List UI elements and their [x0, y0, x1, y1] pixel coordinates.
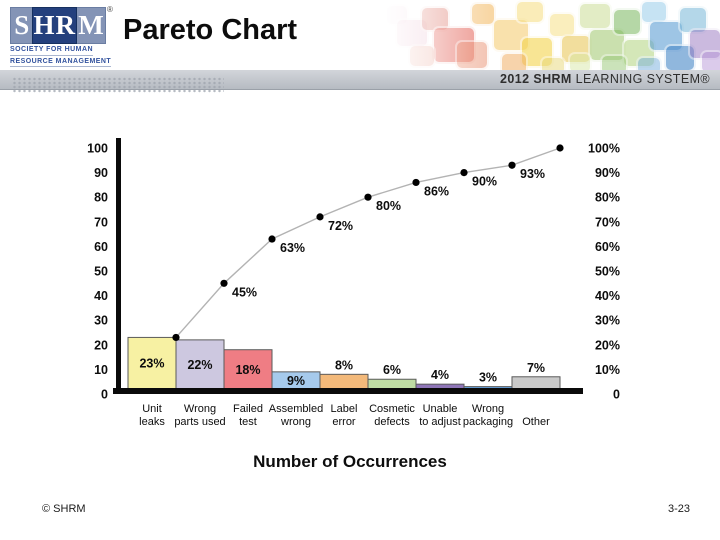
right-axis-tick-label: 60%	[595, 240, 620, 254]
mosaic-fade	[380, 0, 490, 76]
right-axis-tick-label: 90%	[595, 166, 620, 180]
y-axis-line	[116, 138, 121, 394]
cumulative-point-3	[316, 213, 324, 221]
logo-letter-s: S	[10, 7, 33, 44]
mosaic-tile	[578, 2, 612, 30]
category-label-5: Cosmetic defects	[369, 403, 415, 428]
cumulative-point-1	[220, 279, 228, 287]
x-axis-line	[113, 388, 583, 394]
cumulative-point-6	[460, 169, 468, 177]
left-axis-tick-label: 40	[94, 289, 108, 303]
right-axis-tick-label: 10%	[595, 363, 620, 377]
bar-value-label-8: 7%	[527, 361, 545, 375]
category-label-7: Wrong packaging	[463, 403, 513, 428]
left-axis-tick-label: 20	[94, 338, 108, 352]
halftone-dots-decoration	[12, 77, 224, 93]
footer-page-number: 3-23	[667, 503, 690, 515]
right-axis-tick-label: 50%	[595, 265, 620, 279]
cumulative-point-label-5: 86%	[424, 184, 449, 198]
category-label-6: Unable to adjust	[419, 403, 461, 428]
page-title: Pareto Chart	[123, 14, 298, 46]
cumulative-line	[175, 147, 561, 338]
right-axis-tick-label: 100%	[588, 142, 620, 156]
logo-subtitle-line2: RESOURCE MANAGEMENT	[10, 58, 112, 67]
right-axis-tick-label: 80%	[595, 191, 620, 205]
bar-value-label-7: 3%	[479, 371, 497, 385]
bar-value-label-0: 23%	[139, 357, 164, 371]
brand-year: 2012 SHRM	[500, 72, 572, 86]
logo-letters-hr: HR	[32, 7, 77, 44]
right-axis-tick-label: 40%	[595, 289, 620, 303]
left-axis-tick-label: 100	[87, 142, 108, 156]
bar-value-label-4: 8%	[335, 358, 353, 372]
right-axis-tick-label: 0	[613, 388, 620, 402]
cumulative-point-4	[364, 193, 372, 201]
shrm-logo: S HR M ® SOCIETY FOR HUMAN RESOURCE MANA…	[10, 5, 113, 67]
mosaic-tile	[612, 8, 642, 36]
shrm-logo-wordmark: S HR M	[10, 7, 106, 44]
right-axis-tick-label: 20%	[595, 338, 620, 352]
logo-subtitle-line1: SOCIETY FOR HUMAN	[10, 46, 108, 56]
learning-system-brand: 2012 SHRM LEARNING SYSTEM®	[500, 70, 710, 89]
cumulative-point-label-6: 90%	[472, 175, 497, 189]
left-axis-tick-label: 90	[94, 166, 108, 180]
x-axis-title: Number of Occurrences	[253, 452, 447, 471]
brand-name: LEARNING SYSTEM®	[571, 72, 710, 86]
bar-value-label-2: 18%	[235, 363, 260, 377]
cumulative-point-0	[172, 333, 180, 342]
cumulative-point-label-1: 45%	[232, 285, 257, 299]
registered-mark: ®	[107, 5, 113, 14]
left-axis-tick-label: 50	[94, 265, 108, 279]
footer-copyright: © SHRM	[42, 503, 86, 515]
right-axis-tick-label: 30%	[595, 314, 620, 328]
cumulative-point-5	[412, 178, 420, 187]
mosaic-tile	[515, 0, 545, 24]
cumulative-point-2	[268, 235, 276, 243]
left-axis-tick-label: 60	[94, 240, 108, 254]
cumulative-point-label-2: 63%	[280, 241, 305, 255]
bar-value-label-3: 9%	[287, 374, 305, 388]
bar-value-label-1: 22%	[187, 358, 212, 372]
bar-4	[319, 373, 369, 391]
left-axis-tick-label: 0	[101, 388, 108, 402]
category-label-3: Assembled wrong	[269, 403, 323, 428]
category-label-4: Label error	[331, 403, 358, 428]
cumulative-point-7	[508, 161, 516, 169]
category-label-0: Unit leaks	[139, 403, 165, 428]
left-axis-tick-label: 70	[94, 215, 108, 229]
cumulative-point-8	[556, 144, 564, 152]
cumulative-point-label-3: 72%	[328, 219, 353, 233]
category-label-8: Other	[522, 416, 550, 428]
category-label-1: Wrong parts used	[174, 403, 225, 428]
bar-value-label-5: 6%	[383, 363, 401, 377]
bar-value-label-6: 4%	[431, 368, 449, 382]
left-axis-tick-label: 30	[94, 314, 108, 328]
logo-letter-m: M	[76, 7, 106, 44]
right-axis-tick-label: 70%	[595, 215, 620, 229]
left-axis-tick-label: 80	[94, 191, 108, 205]
cumulative-point-label-4: 80%	[376, 199, 401, 213]
left-axis-tick-label: 10	[94, 363, 108, 377]
cumulative-point-label-7: 93%	[520, 167, 545, 181]
brand-bar: 2012 SHRM LEARNING SYSTEM®	[0, 70, 720, 93]
category-label-2: Failed test	[233, 403, 263, 428]
